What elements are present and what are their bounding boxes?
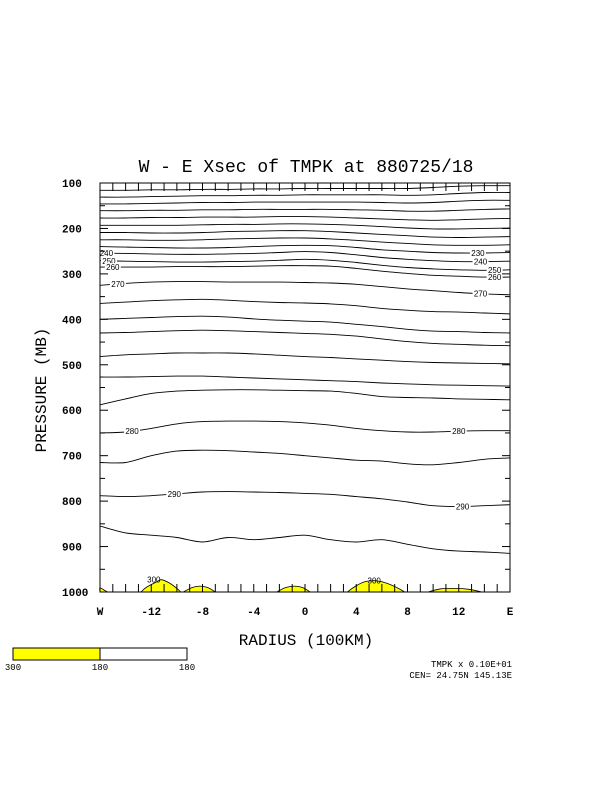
info-line-scale: TMPK x 0.10E+01: [431, 660, 512, 670]
contour-label-270: 270: [111, 280, 125, 289]
contour-line-13: [99, 298, 511, 315]
colorbar-label-1: 180: [92, 663, 108, 673]
y-tick-label: 300: [62, 270, 82, 282]
contour-line-9: [99, 251, 511, 263]
contour-line-18: [99, 389, 511, 406]
highlight-area-5: [99, 587, 108, 593]
contour-line-7: [99, 237, 511, 246]
y-tick-label: 200: [62, 224, 82, 236]
colorbar-label-0: 300: [5, 663, 21, 673]
y-tick-label: 100: [62, 179, 82, 191]
y-tick-label: 500: [62, 361, 82, 373]
contour-line-4: [99, 216, 511, 221]
x-tick-label: 8: [404, 607, 411, 619]
contour-line-17: [99, 375, 511, 387]
contour-label-bg: [472, 289, 489, 298]
contour-label-bg: [100, 256, 117, 265]
contour-label-bg: [104, 263, 121, 272]
contour-line-12: [99, 281, 511, 296]
contour-label-bg: [124, 427, 141, 436]
contour-label-270: 270: [474, 290, 488, 299]
contour-lines: [99, 185, 511, 554]
y-axis-ticks: 100 200 300 400 500 600 700 800 900 1000: [62, 179, 510, 600]
colorbar: 300 180 180: [5, 647, 195, 673]
info-line-center: CEN= 24.75N 145.13E: [409, 671, 512, 681]
contour-line-22: [99, 525, 511, 554]
x-tick-label: -4: [247, 607, 261, 619]
y-tick-label: 700: [62, 452, 82, 464]
contour-label-240: 240: [100, 249, 114, 258]
y-tick-label: 1000: [62, 588, 88, 600]
x-tick-label: 0: [302, 607, 309, 619]
x-tick-label: E: [507, 607, 514, 619]
contour-line-5: [100, 223, 511, 230]
contour-line-15: [99, 329, 511, 347]
contour-label-bg: [486, 266, 503, 275]
contour-line-16: [99, 352, 511, 365]
x-tick-label: -8: [196, 607, 210, 619]
contour-label-bg: [486, 273, 503, 282]
chart-title: W - E Xsec of TMPK at 880725/18: [139, 158, 474, 178]
contour-label-bg: [454, 502, 471, 511]
contour-line-21: [99, 491, 511, 508]
contour-label-bg: [472, 257, 489, 266]
contour-label-280: 280: [125, 427, 139, 436]
contour-line-6: [100, 230, 511, 238]
contour-line-3: [99, 208, 511, 212]
contour-label-240: 240: [474, 258, 488, 267]
contour-line-14: [99, 315, 511, 334]
highlight-area-2: [276, 585, 312, 593]
highlight-area-4: [427, 587, 482, 593]
contour-label-bg: [98, 249, 115, 258]
colorbar-segment-yellow: [12, 647, 101, 661]
y-tick-label: 400: [62, 315, 82, 327]
highlight-area-1: [183, 585, 217, 593]
x-axis-label: RADIUS (100KM): [239, 632, 373, 650]
contour-label-290: 290: [168, 490, 182, 499]
colorbar-label-2: 180: [179, 663, 195, 673]
contour-label-230: 230: [471, 249, 485, 258]
x-tick-label: W: [97, 607, 104, 619]
x-axis-ticks: W -12 -8 -4 0 4 8 12 E: [97, 183, 514, 619]
x-tick-label: 4: [353, 607, 360, 619]
x-tick-label: 12: [452, 607, 465, 619]
contour-line-2: [99, 199, 511, 205]
contour-label-280: 280: [452, 427, 466, 436]
contour-label-260: 260: [488, 273, 502, 282]
contour-line-10: [99, 258, 511, 271]
contour-label-260: 260: [106, 263, 120, 272]
chart-title-group: W - E Xsec of TMPK at 880725/18: [139, 158, 474, 178]
y-tick-label: 800: [62, 497, 82, 509]
contour-line-1: [99, 192, 511, 198]
y-tick-label: 600: [62, 406, 82, 418]
contour-line-19: [99, 420, 511, 434]
contour-label-290: 290: [456, 502, 470, 511]
contour-label-250: 250: [488, 266, 502, 275]
area-label-300: 300: [147, 575, 161, 584]
x-tick-label: -12: [141, 607, 161, 619]
area-label-300: 300: [368, 577, 382, 586]
contour-label-bg: [166, 490, 183, 499]
colorbar-segment-white: [99, 647, 188, 661]
contour-label-bg: [109, 279, 126, 288]
plot-frame: [99, 182, 511, 593]
y-axis-label: PRESSURE (MB): [33, 328, 51, 453]
contour-label-bg: [450, 427, 467, 436]
contour-label-250: 250: [102, 257, 116, 266]
contour-label-bg: [469, 248, 486, 257]
contour-line-8: [99, 244, 511, 254]
contour-line-20: [99, 449, 511, 466]
y-tick-label: 900: [62, 543, 82, 555]
contour-line-11: [100, 265, 511, 278]
